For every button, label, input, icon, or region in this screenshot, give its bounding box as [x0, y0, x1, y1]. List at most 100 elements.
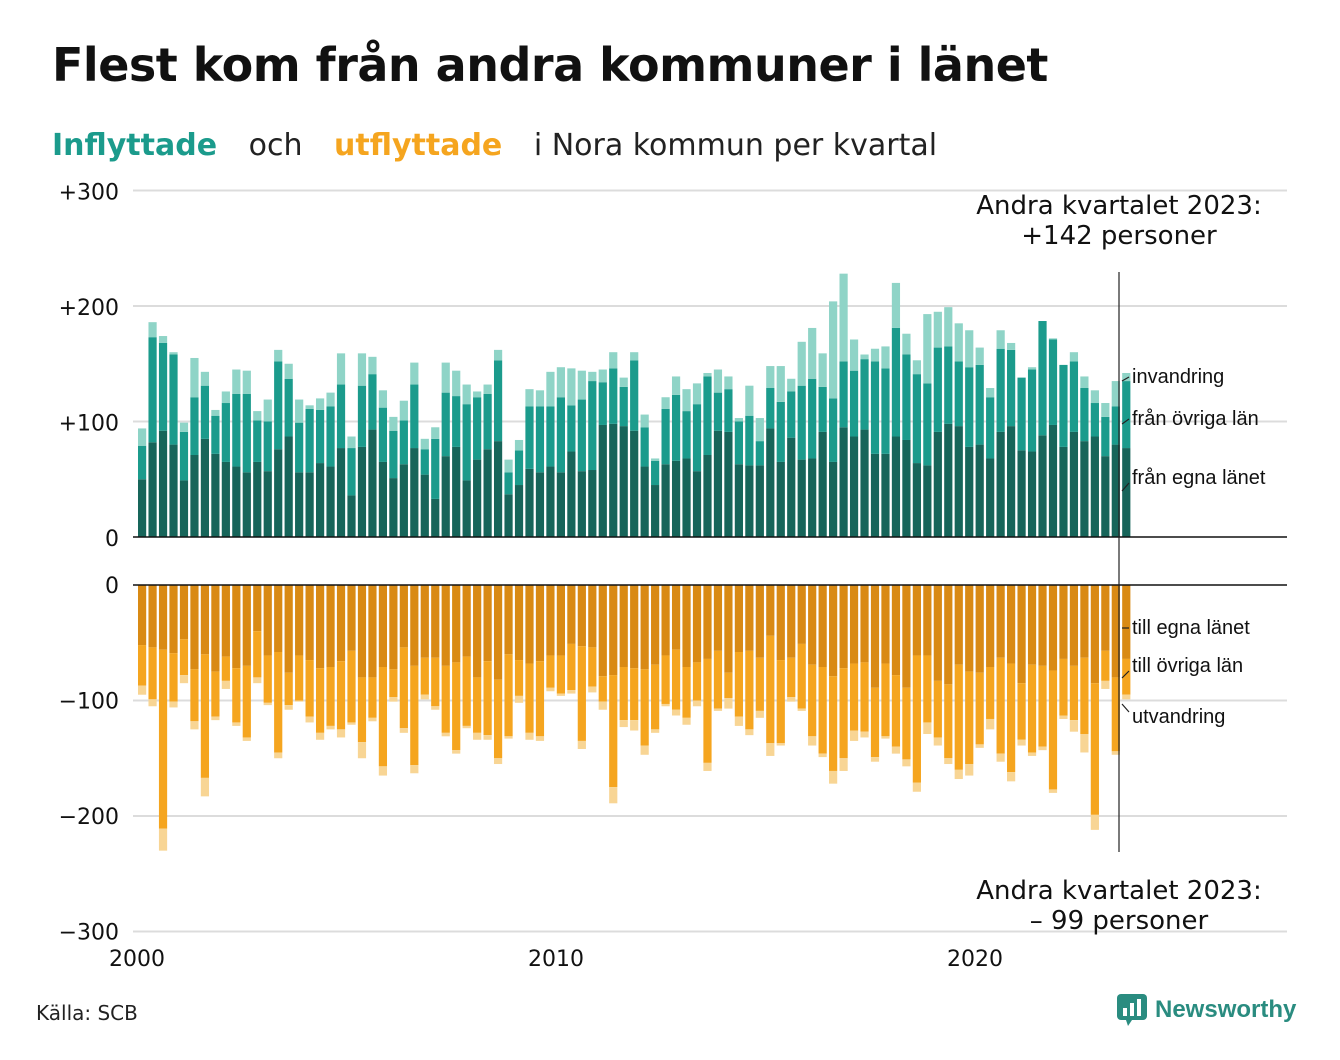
bar-in-other-counties	[640, 427, 649, 467]
bar-out-own-county	[1038, 585, 1047, 666]
bar-in-immigration	[441, 362, 450, 393]
bar-in-immigration	[766, 366, 775, 389]
bar-in-own-county	[1017, 450, 1026, 537]
bar-in-other-counties	[829, 398, 838, 462]
bar-out-emigration	[211, 716, 220, 721]
bar-out-own-county	[514, 585, 524, 661]
bar-out-own-county	[661, 585, 670, 656]
bar-out-other-counties	[1007, 663, 1016, 773]
bar-in-immigration	[514, 439, 524, 451]
bar-out-emigration	[326, 725, 335, 730]
bar-in-immigration	[598, 369, 607, 383]
bar-in-immigration	[640, 414, 649, 428]
series-label-leader	[1121, 418, 1130, 425]
bar-in-own-county	[1111, 444, 1120, 537]
bar-in-immigration	[996, 330, 1005, 349]
bar-out-emigration	[1017, 739, 1026, 746]
bar-out-emigration	[190, 721, 199, 730]
bar-in-other-counties	[1069, 361, 1079, 432]
bar-out-own-county	[766, 585, 775, 636]
bar-in-own-county	[630, 430, 639, 537]
bar-in-own-county	[1038, 435, 1047, 537]
subtitle-and: och	[248, 128, 303, 163]
bar-out-emigration	[410, 765, 419, 774]
bar-out-other-counties	[253, 631, 262, 678]
bar-in-own-county	[169, 444, 178, 537]
bar-out-emigration	[535, 736, 545, 741]
bar-in-other-counties	[431, 438, 440, 499]
bar-in-immigration	[357, 353, 367, 386]
bar-out-own-county	[881, 585, 890, 664]
bar-out-emigration	[525, 732, 534, 740]
bar-out-emigration	[713, 708, 723, 711]
bar-out-other-counties	[829, 676, 838, 771]
bar-out-other-counties	[1090, 683, 1099, 815]
bar-in-own-county	[996, 431, 1005, 537]
bar-in-other-counties	[808, 378, 817, 459]
bar-in-own-county	[881, 453, 890, 537]
bar-out-own-county	[190, 585, 199, 670]
bar-out-other-counties	[577, 646, 586, 741]
bar-out-emigration	[598, 701, 607, 710]
bar-out-emigration	[944, 758, 953, 765]
bar-out-other-counties	[609, 675, 618, 788]
bar-out-other-counties	[661, 655, 670, 704]
bar-out-own-county	[975, 585, 984, 673]
bar-out-other-counties	[881, 663, 890, 737]
bar-out-other-counties	[274, 651, 283, 753]
bar-in-other-counties	[326, 406, 335, 467]
bar-in-immigration	[158, 336, 168, 343]
bar-in-immigration	[619, 377, 628, 387]
bar-in-immigration	[849, 339, 859, 371]
bar-in-other-counties	[483, 393, 492, 450]
bar-out-other-counties	[870, 687, 880, 758]
bar-out-emigration	[808, 736, 817, 746]
bar-in-own-county	[818, 431, 827, 537]
bar-out-other-counties	[158, 649, 168, 829]
bar-out-other-counties	[996, 657, 1005, 754]
bar-out-other-counties	[410, 665, 419, 766]
bar-in-other-counties	[692, 404, 702, 472]
bar-out-other-counties	[389, 669, 398, 698]
bar-in-immigration	[242, 370, 251, 394]
bar-in-other-counties	[473, 397, 482, 460]
bar-in-other-counties	[232, 393, 241, 467]
bar-out-own-county	[986, 585, 995, 668]
bar-out-other-counties	[263, 655, 272, 703]
logo-text: Newsworthy	[1155, 996, 1297, 1023]
bar-out-own-county	[399, 585, 408, 648]
bar-in-own-county	[232, 466, 241, 537]
bar-out-other-counties	[1059, 658, 1068, 716]
bar-out-emigration	[902, 759, 911, 767]
bar-out-emigration	[1059, 715, 1068, 719]
chart-subtitle: Inflyttade och utflyttade i Nora kommun …	[52, 128, 937, 163]
bar-in-immigration	[420, 438, 429, 450]
bar-in-other-counties	[546, 406, 555, 467]
bar-in-other-counties	[881, 368, 890, 454]
bar-out-own-county	[933, 585, 942, 681]
bar-in-other-counties	[1027, 369, 1037, 452]
bar-out-other-counties	[535, 661, 545, 737]
bar-in-other-counties	[284, 378, 293, 437]
bar-in-own-county	[295, 472, 304, 537]
bar-in-immigration	[221, 391, 230, 404]
bar-in-own-county	[954, 426, 963, 537]
bar-in-immigration	[525, 389, 534, 407]
bar-out-other-counties	[556, 655, 565, 694]
bar-out-own-county	[965, 585, 974, 672]
bar-in-own-county	[148, 442, 157, 537]
bar-out-own-county	[1017, 585, 1026, 684]
bar-in-immigration	[138, 428, 147, 446]
bar-in-immigration	[493, 349, 503, 361]
bar-out-own-county	[232, 585, 241, 669]
bar-in-other-counties	[148, 337, 157, 443]
bar-out-own-county	[588, 585, 597, 648]
bar-out-other-counties	[211, 671, 220, 717]
bar-in-immigration	[1007, 342, 1016, 350]
bar-out-own-county	[253, 585, 262, 632]
bar-out-own-county	[640, 585, 649, 670]
bar-out-other-counties	[232, 668, 241, 723]
bar-out-other-counties	[1027, 664, 1037, 753]
bar-out-other-counties	[849, 663, 859, 731]
